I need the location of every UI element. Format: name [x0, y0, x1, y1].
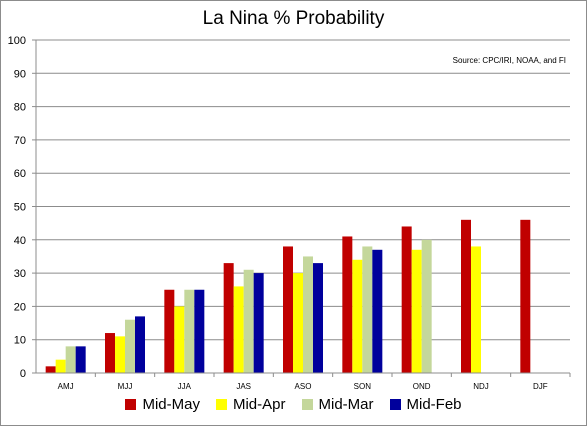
legend-item: Mid-Mar	[301, 396, 374, 413]
bar-mid-mar	[303, 256, 313, 373]
y-tick-label: 80	[14, 102, 26, 114]
bar-mid-apr	[115, 336, 125, 373]
bar-mid-may	[520, 219, 531, 373]
legend-swatch	[301, 399, 313, 410]
bar-mid-mar	[362, 246, 373, 373]
legend-swatch	[125, 399, 137, 410]
x-tick-label: ASO	[295, 382, 312, 391]
bar-mid-apr	[233, 286, 244, 373]
bar-mid-mar	[243, 269, 254, 373]
bar-mid-may	[342, 236, 353, 373]
bar-mid-apr	[411, 249, 422, 373]
x-tick-label: AMJ	[58, 382, 74, 391]
bar-mid-may	[45, 366, 56, 373]
bar-mid-feb	[194, 289, 205, 373]
legend-item: Mid-Feb	[389, 396, 462, 413]
legend-label: Mid-Feb	[406, 396, 462, 413]
x-tick-label: SON	[354, 382, 372, 391]
bar-mid-feb	[75, 346, 86, 373]
legend-item: Mid-Apr	[215, 396, 286, 413]
gridlines	[36, 39, 570, 341]
y-tick-label: 30	[14, 268, 26, 280]
bar-mid-may	[105, 333, 115, 373]
y-tick-label: 60	[14, 168, 26, 180]
bar-mid-apr	[174, 306, 185, 373]
bar-mid-mar	[65, 346, 76, 373]
chart-title: La Nina % Probability	[202, 8, 385, 29]
y-tick-label: 20	[14, 301, 26, 313]
bar-mid-apr	[293, 273, 303, 373]
y-tick-label: 10	[14, 335, 26, 347]
tick-labels: 0 10 20 30 40 50 60 70 80 90 100 AMJ MJJ JJA JAS ASO SON…	[8, 35, 548, 391]
bar-mid-mar	[184, 289, 195, 373]
bar-mid-apr	[471, 246, 481, 373]
bar-mid-mar	[421, 239, 432, 373]
y-tick-label: 0	[20, 368, 26, 380]
x-tick-label: DJF	[533, 382, 548, 391]
legend-label: Mid-May	[142, 396, 200, 413]
legend-item: Mid-May	[125, 396, 200, 413]
y-tick-label: 70	[14, 135, 26, 147]
bar-mid-may	[223, 263, 234, 373]
bar-mid-may	[283, 246, 293, 373]
legend: Mid-May Mid-Apr Mid-Mar Mid-Feb	[0, 396, 587, 413]
y-tick-label: 40	[14, 235, 26, 247]
x-tick-label: JJA	[178, 382, 192, 391]
x-tick-label: OND	[413, 382, 431, 391]
source-annotation: Source: CPC/IRI, NOAA, and FI	[452, 56, 566, 65]
bar-mid-mar	[125, 319, 135, 373]
legend-swatch	[215, 399, 227, 410]
y-tick-label: 100	[8, 35, 26, 47]
x-tick-label: MJJ	[118, 382, 133, 391]
y-tick-label: 90	[14, 68, 26, 80]
y-tick-label: 50	[14, 202, 26, 214]
axes	[32, 39, 571, 377]
bars	[45, 219, 531, 373]
legend-label: Mid-Mar	[318, 396, 374, 413]
legend-swatch	[389, 399, 401, 410]
bar-mid-feb	[253, 273, 264, 373]
bar-mid-may	[164, 289, 175, 373]
bar-mid-feb	[135, 316, 145, 373]
bar-mid-may	[401, 226, 412, 373]
x-tick-label: JAS	[236, 382, 251, 391]
bar-mid-apr	[352, 259, 363, 373]
bar-mid-feb	[372, 249, 383, 373]
bar-mid-feb	[313, 263, 323, 373]
bar-mid-may	[461, 219, 471, 373]
x-tick-label: NDJ	[473, 382, 489, 391]
bar-mid-apr	[55, 359, 66, 373]
legend-label: Mid-Apr	[232, 396, 286, 413]
